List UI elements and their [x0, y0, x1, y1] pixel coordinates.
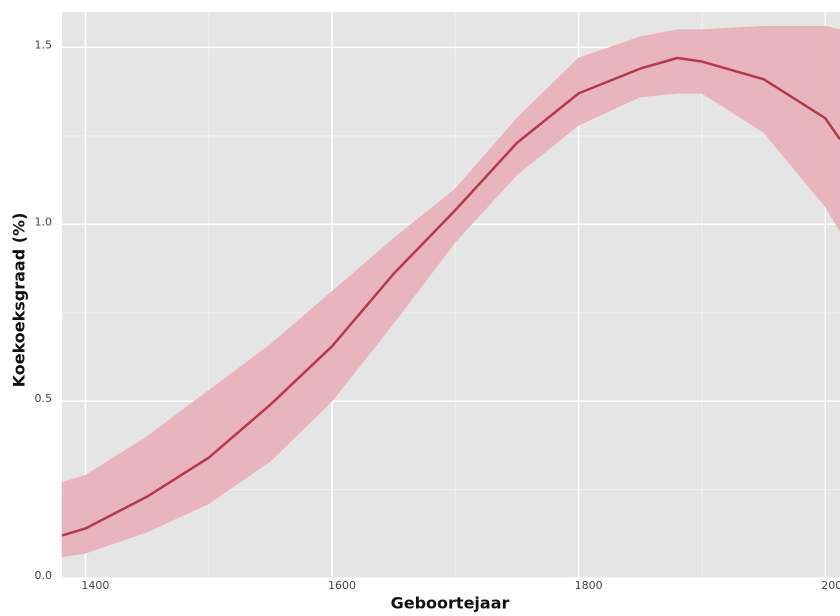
y-tick-label: 0.0: [35, 569, 53, 582]
x-tick-label: 1400: [81, 579, 109, 592]
x-axis-title: Geboortejaar: [391, 594, 510, 613]
confidence-band: [61, 475, 86, 558]
y-axis-title: Koekoeksgraad (%): [10, 213, 29, 388]
y-tick-label: 0.5: [35, 392, 53, 405]
y-tick-label: 1.0: [35, 215, 53, 228]
line: [61, 56, 840, 537]
x-tick-label: 1800: [575, 579, 603, 592]
y-tick-label: 1.5: [35, 38, 53, 51]
x-tick-label: 1600: [328, 579, 356, 592]
